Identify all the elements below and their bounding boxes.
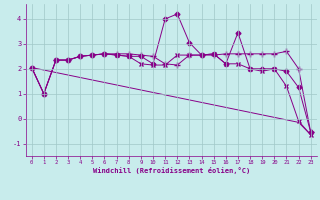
X-axis label: Windchill (Refroidissement éolien,°C): Windchill (Refroidissement éolien,°C) (92, 167, 250, 174)
